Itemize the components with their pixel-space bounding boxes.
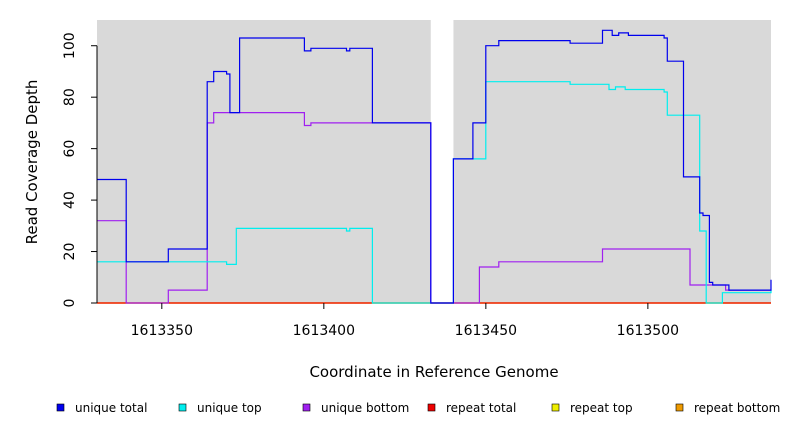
legend-swatch — [302, 403, 311, 412]
legend-label: unique top — [197, 401, 262, 415]
legend-label: unique bottom — [321, 401, 409, 415]
y-axis: 0 20 40 60 80 100 — [62, 32, 98, 308]
x-tick-label: 1613350 — [131, 323, 193, 339]
series-line-unique-bottom — [97, 112, 771, 304]
legend-label: repeat top — [570, 401, 633, 415]
legend: unique total unique top unique bottom repea… — [56, 401, 780, 415]
gap-region — [430, 20, 454, 303]
legend-swatch — [675, 403, 684, 412]
legend-label: repeat total — [446, 401, 516, 415]
legend-swatch — [178, 403, 187, 412]
y-axis-label: Read Coverage Depth — [23, 80, 41, 245]
y-tick-label: 20 — [62, 243, 78, 261]
y-tick-label: 80 — [62, 88, 78, 106]
x-tick-label: 1613500 — [617, 323, 679, 339]
series-layer — [97, 29, 772, 304]
legend-swatch — [56, 403, 65, 412]
x-axis-label: Coordinate in Reference Genome — [309, 363, 558, 381]
y-tick-label: 100 — [62, 32, 78, 59]
legend-label: repeat bottom — [694, 401, 780, 415]
y-tick-label: 40 — [62, 191, 78, 209]
legend-label: unique total — [75, 401, 147, 415]
legend-swatch — [551, 403, 560, 412]
series-line-unique-total — [97, 29, 772, 304]
x-tick-label: 1613400 — [293, 323, 355, 339]
y-tick-label: 0 — [62, 299, 78, 308]
legend-swatch — [427, 403, 436, 412]
x-axis: 1613350 1613400 1613450 1613500 — [131, 303, 679, 339]
y-tick-label: 60 — [62, 140, 78, 158]
x-tick-label: 1613450 — [455, 323, 517, 339]
